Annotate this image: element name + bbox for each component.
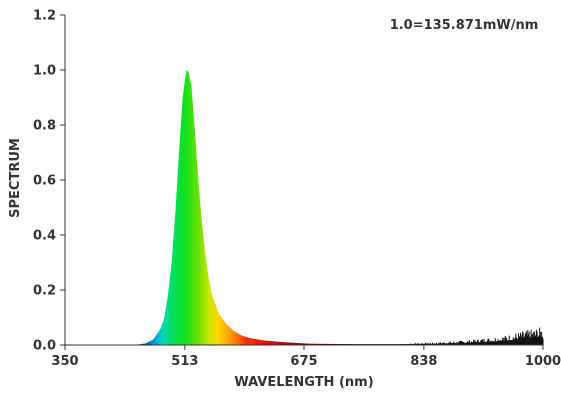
y-tick-label: 0.4 [33, 229, 56, 244]
y-axis-title: SPECTRUM [8, 138, 23, 218]
x-tick-label: 1000 [525, 354, 561, 369]
y-tick-label: 1.2 [33, 9, 56, 24]
scale-annotation: 1.0=135.871mW/nm [390, 18, 539, 33]
x-axis-title: WAVELENGTH (nm) [234, 375, 373, 390]
y-tick-label: 0.2 [33, 284, 56, 299]
spectrum-area [65, 70, 543, 345]
x-tick-label: 350 [51, 354, 78, 369]
y-tick-label: 0.0 [33, 339, 56, 354]
x-tick-label: 675 [290, 354, 317, 369]
y-tick-label: 1.0 [33, 64, 56, 79]
y-tick-label: 0.8 [33, 119, 56, 134]
x-tick-label: 838 [410, 354, 437, 369]
infrared-noise-tail [410, 327, 544, 345]
y-tick-label: 0.6 [33, 174, 56, 189]
x-tick-label: 513 [171, 354, 198, 369]
plot-area [65, 70, 544, 345]
axes: 0.0 0.2 0.4 0.6 0.8 1.0 1.2 350 513 675 838 1000 [33, 9, 561, 370]
